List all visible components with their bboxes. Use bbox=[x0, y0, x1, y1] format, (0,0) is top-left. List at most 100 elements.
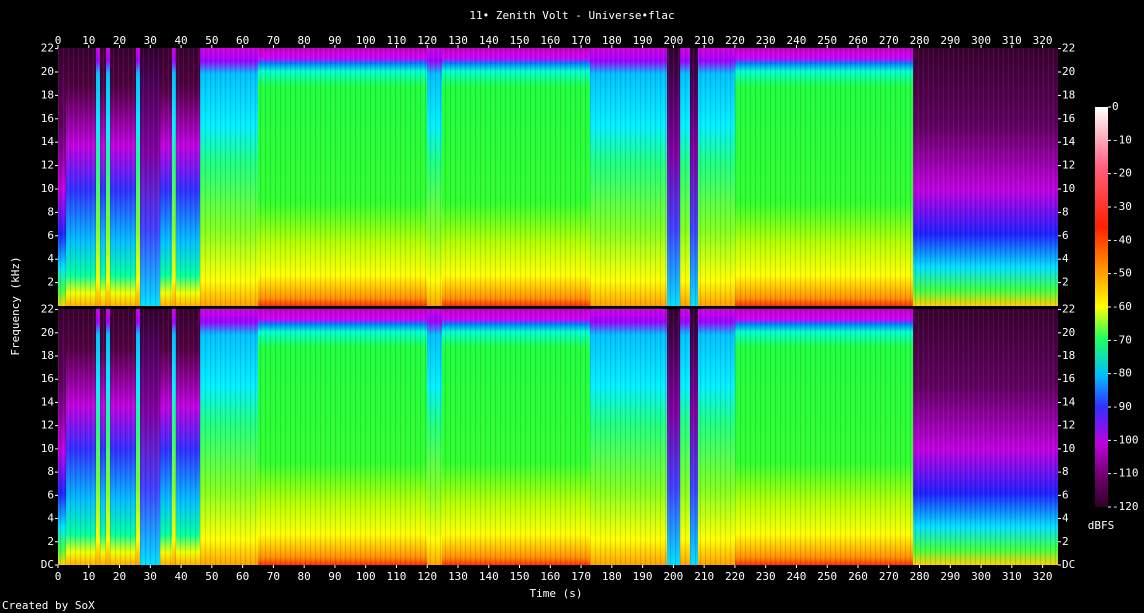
x-tick-label: 150 bbox=[510, 570, 530, 583]
x-tick-label-top: 20 bbox=[113, 34, 126, 47]
y-tick-label: 18 bbox=[41, 349, 54, 362]
y-tick-label: 18 bbox=[41, 88, 54, 101]
x-tick-label-top: 140 bbox=[479, 34, 499, 47]
y-tick-label-right: 4 bbox=[1062, 252, 1069, 265]
x-tick-label-top: 230 bbox=[756, 34, 776, 47]
y-tick-label-right: 14 bbox=[1062, 135, 1076, 148]
x-tick-label-top: 290 bbox=[940, 34, 960, 47]
x-tick-label: 110 bbox=[387, 570, 407, 583]
y-tick-label: 10 bbox=[41, 442, 54, 455]
x-tick-label: 140 bbox=[479, 570, 499, 583]
y-tick-label-right: 12 bbox=[1062, 419, 1075, 432]
y-tick-label-right: 16 bbox=[1062, 372, 1075, 385]
x-tick-label-top: 310 bbox=[1002, 34, 1022, 47]
x-tick-label-top: 180 bbox=[602, 34, 622, 47]
x-tick-label: 160 bbox=[540, 570, 560, 583]
chart-title: 11• Zenith Volt - Universe•flac bbox=[469, 9, 674, 22]
y-tick-label-right: 4 bbox=[1062, 512, 1069, 525]
x-tick-label-top: 280 bbox=[910, 34, 930, 47]
x-tick-label: 70 bbox=[267, 570, 280, 583]
y-tick-label: 2 bbox=[47, 276, 54, 289]
x-tick-label: 270 bbox=[879, 570, 899, 583]
x-tick-label: 60 bbox=[236, 570, 249, 583]
y-tick-label: 4 bbox=[47, 252, 54, 265]
x-tick-label: 190 bbox=[633, 570, 653, 583]
y-tick-label: 6 bbox=[47, 488, 54, 501]
x-tick-label: 240 bbox=[787, 570, 807, 583]
colorbar-tick-label: -50 bbox=[1112, 267, 1132, 280]
x-tick-label-top: 220 bbox=[725, 34, 745, 47]
colorbar-tick-label: -40 bbox=[1112, 233, 1132, 246]
y-tick-label-right: 8 bbox=[1062, 205, 1069, 218]
y-tick-label-right: 16 bbox=[1062, 112, 1075, 125]
y-tick-label-right: 6 bbox=[1062, 488, 1069, 501]
x-tick-label: 210 bbox=[694, 570, 714, 583]
y-tick-label: 20 bbox=[41, 65, 54, 78]
x-tick-label-top: 150 bbox=[510, 34, 530, 47]
y-axis-label: Frequency (kHz) bbox=[9, 256, 22, 355]
y-tick-label-right: 22 bbox=[1062, 303, 1075, 316]
y-tick-label-right: 8 bbox=[1062, 465, 1069, 478]
x-tick-label: 50 bbox=[205, 570, 218, 583]
y-tick-label: 4 bbox=[47, 512, 54, 525]
y-tick-label: 12 bbox=[41, 159, 54, 172]
x-tick-label-top: 110 bbox=[387, 34, 407, 47]
x-tick-label: 230 bbox=[756, 570, 776, 583]
x-tick-label-top: 70 bbox=[267, 34, 280, 47]
x-tick-label-top: 190 bbox=[633, 34, 653, 47]
y-tick-label-right: 18 bbox=[1062, 349, 1075, 362]
x-tick-label-top: 10 bbox=[82, 34, 95, 47]
y-tick-label: 22 bbox=[41, 42, 54, 55]
x-tick-label: 170 bbox=[571, 570, 591, 583]
x-tick-label-top: 0 bbox=[55, 34, 62, 47]
y-tick-label-right: 22 bbox=[1062, 42, 1075, 55]
y-tick-label-right: 20 bbox=[1062, 65, 1075, 78]
x-tick-label: 180 bbox=[602, 570, 622, 583]
x-tick-label-top: 90 bbox=[328, 34, 341, 47]
x-tick-label: 0 bbox=[55, 570, 62, 583]
y-tick-label-right: 6 bbox=[1062, 229, 1069, 242]
y-tick-label-right: DC bbox=[1062, 558, 1075, 571]
plot-layers bbox=[58, 48, 1058, 565]
y-tick-label: 10 bbox=[41, 182, 54, 195]
y-tick-label: 22 bbox=[41, 303, 54, 316]
y-tick-label: 6 bbox=[47, 229, 54, 242]
x-tick-label-top: 130 bbox=[448, 34, 468, 47]
spectrogram-texture bbox=[58, 309, 1058, 565]
x-tick-label-top: 40 bbox=[174, 34, 187, 47]
x-tick-label-top: 320 bbox=[1033, 34, 1053, 47]
x-tick-label: 320 bbox=[1033, 570, 1053, 583]
x-tick-label-top: 200 bbox=[663, 34, 683, 47]
colorbar-tick-label: -120 bbox=[1112, 500, 1139, 513]
x-tick-label: 80 bbox=[298, 570, 311, 583]
x-tick-label: 300 bbox=[971, 570, 991, 583]
y-tick-label-right: 10 bbox=[1062, 442, 1075, 455]
y-tick-label: 20 bbox=[41, 326, 54, 339]
colorbar-tick-label: -30 bbox=[1112, 200, 1132, 213]
y-tick-label: DC bbox=[41, 558, 54, 571]
x-tick-label: 290 bbox=[940, 570, 960, 583]
x-axis-label: Time (s) bbox=[530, 587, 583, 600]
y-tick-label-right: 2 bbox=[1062, 276, 1069, 289]
y-tick-label: 16 bbox=[41, 372, 54, 385]
x-tick-label-top: 210 bbox=[694, 34, 714, 47]
x-tick-label: 250 bbox=[817, 570, 837, 583]
y-tick-label: 2 bbox=[47, 535, 54, 548]
x-tick-label: 130 bbox=[448, 570, 468, 583]
x-tick-label: 100 bbox=[356, 570, 376, 583]
x-tick-label-top: 80 bbox=[298, 34, 311, 47]
x-tick-label-top: 30 bbox=[144, 34, 157, 47]
colorbar-tick-label: 0 bbox=[1112, 100, 1119, 113]
x-tick-label-top: 120 bbox=[417, 34, 437, 47]
x-tick-label-top: 60 bbox=[236, 34, 249, 47]
credit: Created by SoX bbox=[2, 599, 95, 612]
x-tick-label: 90 bbox=[328, 570, 341, 583]
x-tick-label: 200 bbox=[663, 570, 683, 583]
colorbar-tick-label: -110 bbox=[1112, 467, 1139, 480]
colorbar-tick-label: -80 bbox=[1112, 367, 1132, 380]
x-tick-label-top: 100 bbox=[356, 34, 376, 47]
x-tick-label-top: 50 bbox=[205, 34, 218, 47]
y-tick-label: 12 bbox=[41, 419, 54, 432]
y-tick-label: 14 bbox=[41, 395, 55, 408]
x-tick-label-top: 270 bbox=[879, 34, 899, 47]
